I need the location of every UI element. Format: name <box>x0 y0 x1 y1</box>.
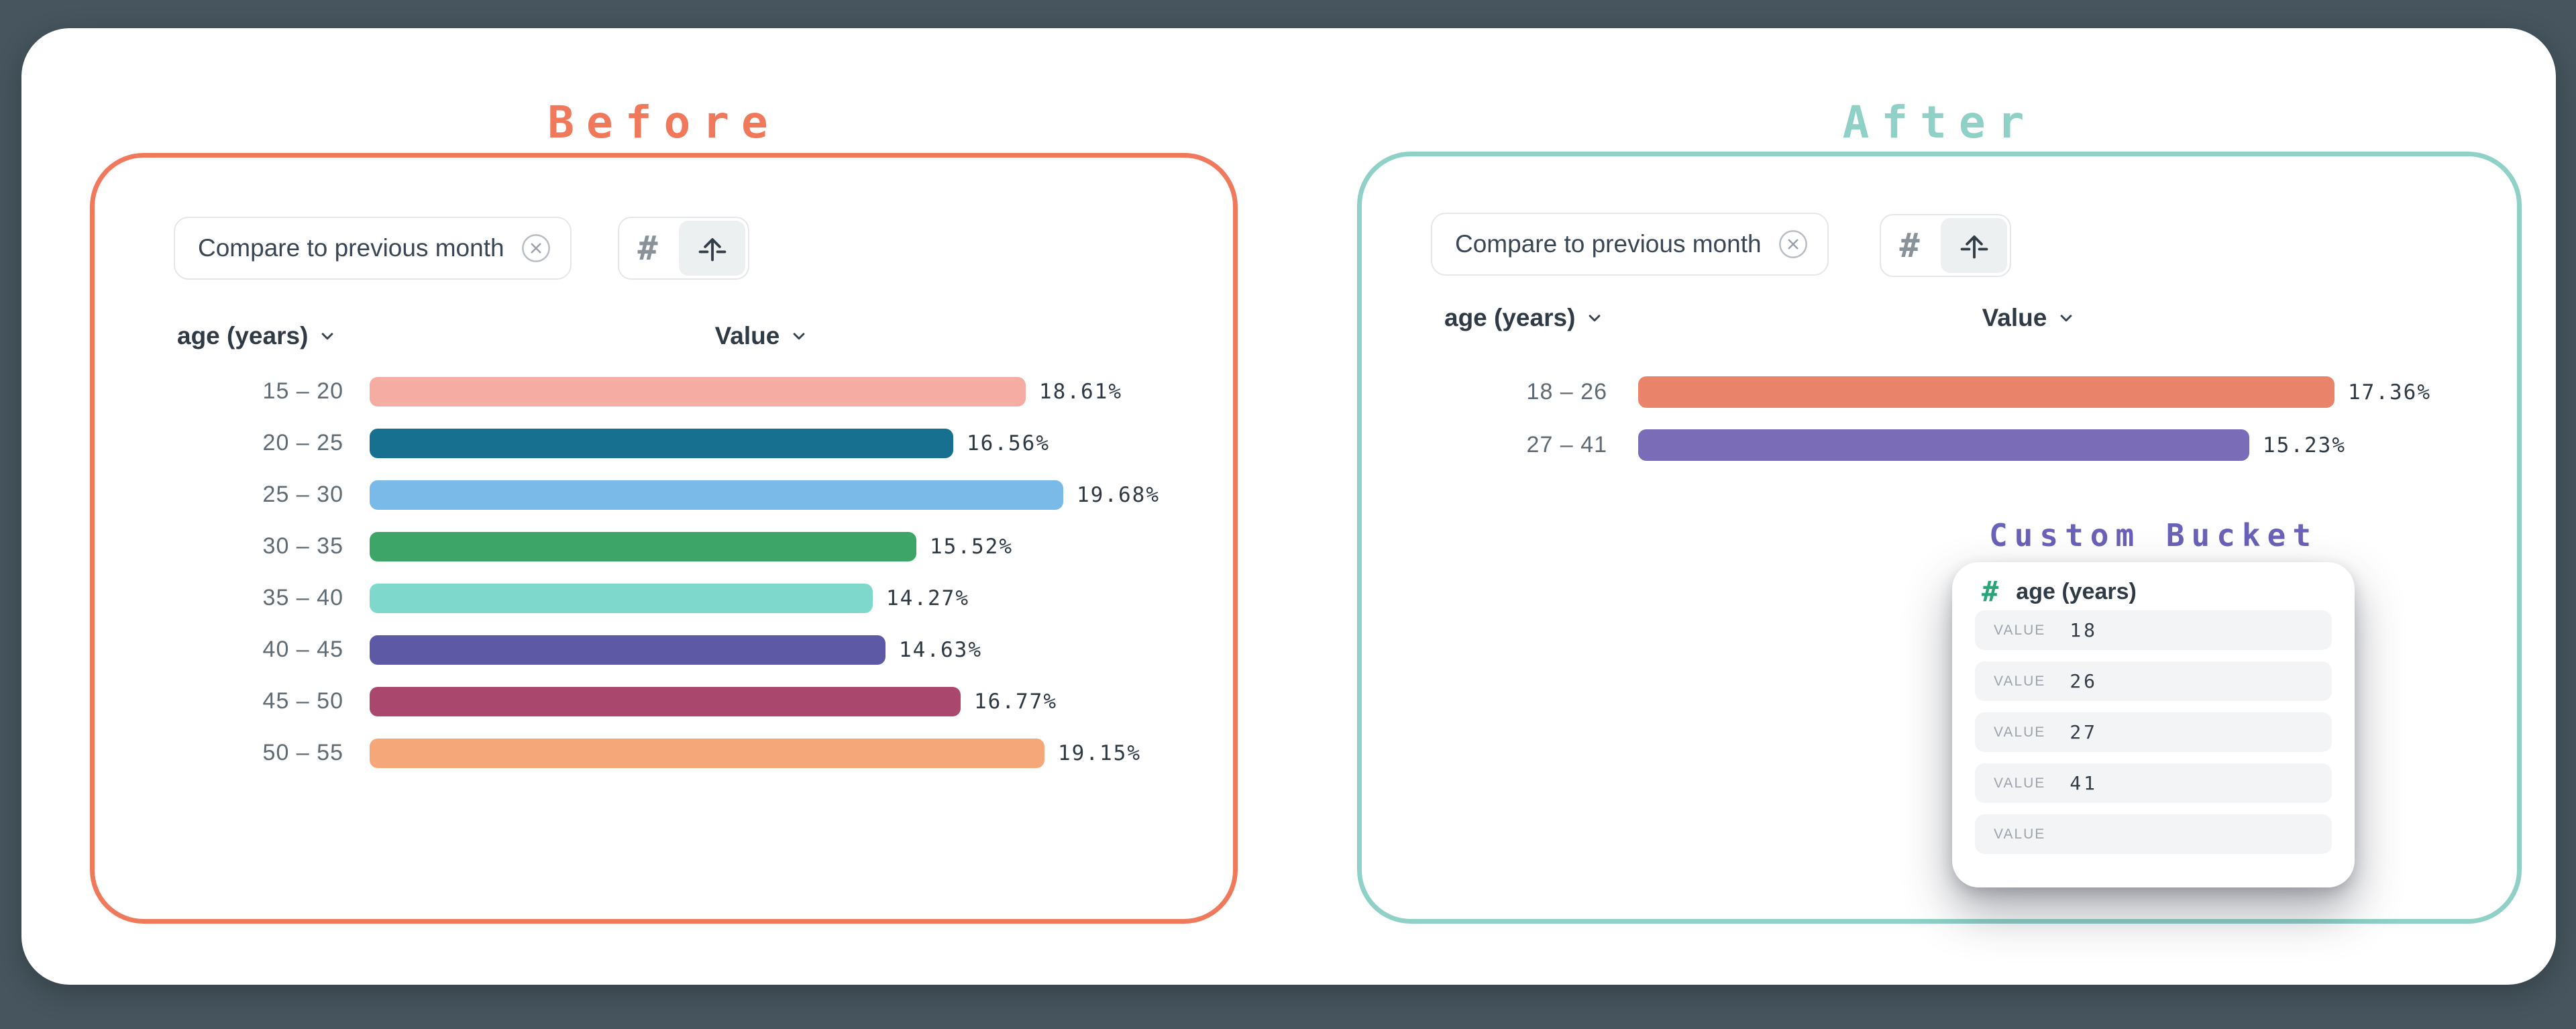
bar-row: 30 – 35 15.52% <box>95 521 1224 572</box>
circle-x-icon[interactable] <box>521 233 551 264</box>
chart-view-toggle: # <box>1880 214 2011 277</box>
bar-category-label: 35 – 40 <box>262 585 343 610</box>
hash-icon: # <box>1982 575 1999 608</box>
value-field-input: 18 <box>2070 619 2098 641</box>
dimension-column-header[interactable]: age (years) <box>1444 304 1605 332</box>
bar-value-label: 16.77% <box>974 689 1057 714</box>
value-column-header[interactable]: Value <box>665 322 859 350</box>
bar-value-label: 14.63% <box>899 637 982 662</box>
chevron-down-icon <box>2060 315 2072 322</box>
bar-row: 45 – 50 16.77% <box>95 675 1224 727</box>
main-card: Before Compare to previous month # <box>21 28 2556 985</box>
bar-row: 50 – 55 19.15% <box>95 727 1224 779</box>
bar[interactable] <box>370 376 1026 407</box>
bar-value-label: 15.52% <box>930 534 1013 559</box>
bucket-value-row[interactable]: VALUE 27 <box>1975 712 2332 752</box>
bar-row: 35 – 40 14.27% <box>95 572 1224 624</box>
bar-value-label: 14.27% <box>886 586 969 610</box>
value-field-label: VALUE <box>1994 775 2046 791</box>
bar[interactable] <box>370 738 1044 768</box>
bar[interactable] <box>370 686 961 716</box>
before-bar-chart: 15 – 20 18.61% 20 – 25 16.56% 25 – 30 19.68% 3… <box>95 366 1224 779</box>
axis-scale-arrow-icon <box>1960 235 1988 259</box>
bar-value-label: 18.61% <box>1039 379 1122 404</box>
value-field-label: VALUE <box>1994 826 2046 842</box>
custom-bucket-card: # age (years) VALUE 18 VALUE 26 VALUE 27 VALUE… <box>1952 562 2355 887</box>
compare-chip-label: Compare to previous month <box>1455 230 1762 258</box>
chevron-down-icon <box>1589 315 1601 322</box>
bar[interactable] <box>370 531 916 561</box>
bucket-value-row[interactable]: VALUE <box>1975 814 2332 854</box>
bar[interactable] <box>1638 376 2334 408</box>
value-column-label: Value <box>714 322 780 349</box>
compare-chip[interactable]: Compare to previous month <box>1431 213 1829 276</box>
before-panel: Compare to previous month # <box>90 153 1238 924</box>
bucket-value-rows: VALUE 18 VALUE 26 VALUE 27 VALUE 41 VALUE <box>1952 601 2355 854</box>
bar-value-label: 16.56% <box>967 431 1050 455</box>
numeric-format-button[interactable]: # <box>1884 218 1935 273</box>
value-field-input: 41 <box>2070 772 2098 794</box>
value-field-input: 27 <box>2070 721 2098 743</box>
bar-category-label: 18 – 26 <box>1526 379 1607 404</box>
bar-row: 15 – 20 18.61% <box>95 366 1224 417</box>
custom-bucket-title: Custom Bucket <box>1988 517 2318 553</box>
bar-category-label: 27 – 41 <box>1526 432 1607 457</box>
circle-x-icon[interactable] <box>1778 229 1809 260</box>
bar-category-label: 15 – 20 <box>262 378 343 404</box>
axis-scale-button[interactable] <box>679 221 746 276</box>
chart-view-toggle: # <box>618 217 749 280</box>
axis-scale-button[interactable] <box>1941 218 2008 273</box>
value-field-input: 26 <box>2070 670 2098 692</box>
value-column-header[interactable]: Value <box>1932 304 2127 332</box>
bar[interactable] <box>370 428 953 458</box>
bar-category-label: 40 – 45 <box>262 637 343 662</box>
bar-category-label: 45 – 50 <box>262 688 343 714</box>
before-title: Before <box>547 97 780 148</box>
bar-row: 40 – 45 14.63% <box>95 624 1224 675</box>
bar-row: 18 – 26 17.36% <box>1362 366 2508 419</box>
value-column-label: Value <box>1982 304 2047 331</box>
bar-value-label: 17.36% <box>2348 380 2431 404</box>
value-field-label: VALUE <box>1994 622 2046 638</box>
bar-value-label: 19.15% <box>1058 741 1141 765</box>
bar-category-label: 25 – 30 <box>262 482 343 507</box>
value-field-label: VALUE <box>1994 724 2046 740</box>
numeric-format-button[interactable]: # <box>622 221 674 276</box>
bar-value-label: 19.68% <box>1077 482 1160 507</box>
bar[interactable] <box>370 583 873 613</box>
bar-row: 27 – 41 15.23% <box>1362 419 2508 472</box>
after-panel: Compare to previous month # <box>1357 152 2522 924</box>
compare-chip-label: Compare to previous month <box>198 234 504 262</box>
axis-scale-arrow-icon <box>698 238 726 262</box>
bar[interactable] <box>1638 429 2249 461</box>
bar-value-label: 15.23% <box>2263 433 2346 457</box>
bar-category-label: 50 – 55 <box>262 740 343 765</box>
bucket-value-row[interactable]: VALUE 18 <box>1975 610 2332 650</box>
chevron-down-icon <box>322 333 333 340</box>
bar[interactable] <box>370 480 1063 510</box>
bar-category-label: 20 – 25 <box>262 430 343 455</box>
value-field-label: VALUE <box>1994 673 2046 689</box>
custom-bucket-header: # age (years) <box>1952 562 2355 606</box>
bucket-value-row[interactable]: VALUE 26 <box>1975 661 2332 701</box>
after-bar-chart: 18 – 26 17.36% 27 – 41 15.23% <box>1362 366 2508 472</box>
bar-row: 20 – 25 16.56% <box>95 417 1224 469</box>
after-title: After <box>1842 97 2037 148</box>
dimension-column-label: age (years) <box>177 322 309 349</box>
bucket-field-name: age (years) <box>2016 578 2137 604</box>
bar-row: 25 – 30 19.68% <box>95 469 1224 521</box>
dimension-column-label: age (years) <box>1444 304 1576 331</box>
bar-category-label: 30 – 35 <box>262 533 343 559</box>
bucket-value-row[interactable]: VALUE 41 <box>1975 763 2332 803</box>
dimension-column-header[interactable]: age (years) <box>177 322 337 350</box>
hash-icon: # <box>1899 226 1920 265</box>
compare-chip[interactable]: Compare to previous month <box>174 217 572 280</box>
chevron-down-icon <box>793 333 805 340</box>
bar[interactable] <box>370 635 885 665</box>
hash-icon: # <box>637 229 658 268</box>
